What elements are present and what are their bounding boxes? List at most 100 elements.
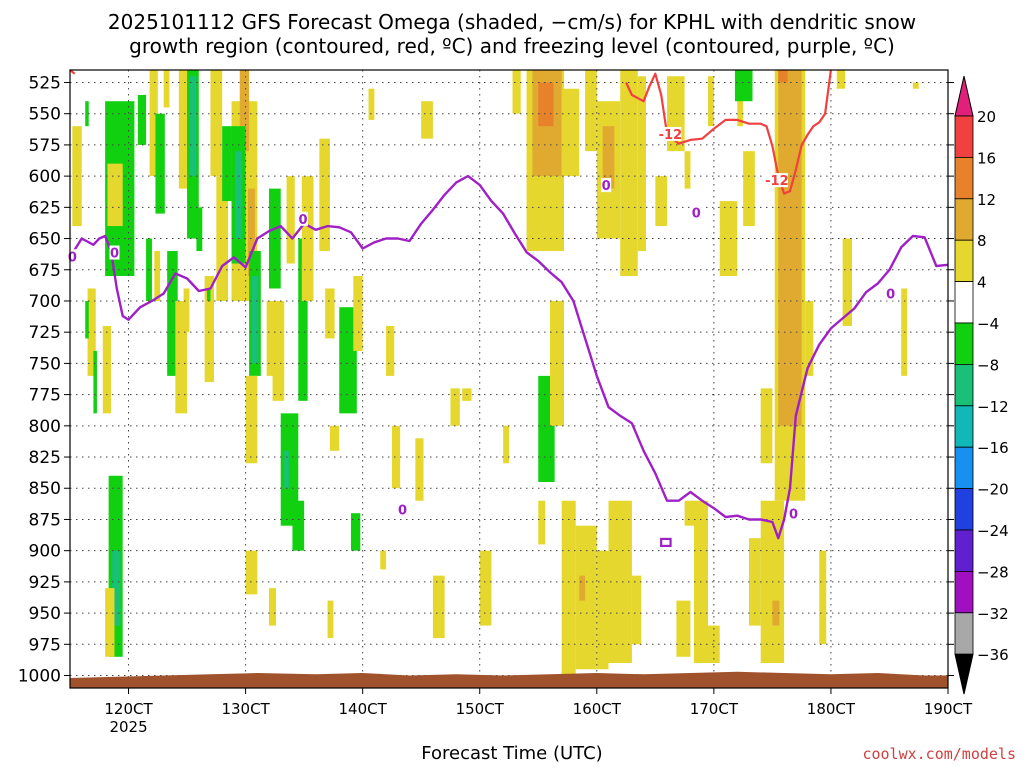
omega-cell: [631, 575, 642, 645]
y-tick-label: 900: [29, 542, 61, 562]
omega-cell: [579, 575, 586, 601]
omega-cell: [339, 307, 357, 414]
colorbar-band: [954, 529, 974, 572]
omega-cell: [149, 70, 158, 177]
omega-cell: [421, 101, 433, 139]
omega-cell: [175, 300, 188, 414]
omega-cell: [912, 82, 919, 89]
colorbar-band: [954, 239, 974, 282]
omega-cell: [778, 70, 788, 83]
colorbar-band: [954, 363, 974, 407]
omega-cell: [216, 176, 229, 301]
omega-cell: [602, 126, 615, 189]
colorbar-label: 16: [977, 149, 996, 167]
omega-cell: [432, 575, 445, 639]
omega-cell: [538, 82, 554, 127]
omega-cell: [655, 176, 668, 227]
y-tick-label: 775: [29, 386, 61, 406]
omega-cell: [154, 251, 161, 301]
omega-cell: [155, 113, 165, 214]
omega-cell: [350, 513, 361, 551]
omega-cell: [561, 88, 580, 177]
colorbar-label: −36: [977, 646, 1009, 664]
omega-cell: [479, 550, 492, 626]
omega-cell: [301, 176, 314, 301]
dgz-contour-line: [625, 69, 832, 195]
omega-cell: [450, 388, 460, 426]
y-tick-label: 950: [29, 604, 61, 624]
omega-cell: [183, 288, 190, 333]
colorbar-label: 12: [977, 191, 996, 209]
site-credit[interactable]: coolwx.com/models: [862, 745, 1016, 763]
colorbar-label: −20: [977, 481, 1009, 499]
y-tick-label: 675: [29, 261, 61, 281]
colorbar-label: 8: [977, 232, 987, 250]
chart-title-line2: growth region (contoured, red, ºC) and f…: [129, 34, 895, 58]
x-tick-label: 160CT: [573, 700, 622, 718]
y-tick-label: 550: [29, 105, 61, 125]
omega-cell: [805, 300, 814, 376]
freezing-label-bg: [691, 205, 702, 220]
colorbar-label: −32: [977, 605, 1009, 623]
y-tick-label: 975: [29, 635, 61, 655]
omega-cell: [85, 300, 89, 339]
omega-cell: [319, 138, 330, 252]
colorbar-label: −28: [977, 563, 1009, 581]
colorbar-band: [954, 322, 974, 365]
omega-cell: [87, 288, 96, 376]
omega-cell: [380, 550, 387, 570]
omega-cell: [325, 288, 335, 339]
colorbar-label: 20: [977, 108, 996, 126]
y-tick-label: 800: [29, 417, 61, 437]
omega-cell: [245, 375, 258, 464]
omega-cell: [112, 550, 121, 626]
dgz-contour-label: -12: [659, 128, 683, 143]
x-tick-label: 150CT: [456, 700, 505, 718]
y-tick-label: 875: [29, 510, 61, 530]
freezing-level-label: 0: [398, 504, 407, 519]
omega-cell: [239, 70, 250, 152]
freezing-label-bg: [109, 245, 120, 260]
dgz-contour-line: [69, 69, 76, 75]
omega-cell: [415, 438, 424, 501]
colorbar-band: [954, 488, 974, 531]
omega-cell: [368, 88, 375, 120]
freezing-level-label: 0: [602, 179, 611, 194]
omega-cell: [684, 500, 694, 526]
plot-frame: [69, 69, 949, 689]
y-tick-label: 650: [29, 230, 61, 250]
omega-cell: [284, 450, 289, 489]
omega-cell: [286, 176, 295, 264]
chart-title-line1: 2025101112 GFS Forecast Omega (shaded, −…: [107, 10, 917, 34]
colorbar-bottom-cap: [954, 653, 974, 695]
y-tick-label: 825: [29, 448, 61, 468]
omega-cell: [836, 70, 845, 89]
colorbar-band: [954, 281, 974, 324]
colorbar-band: [954, 612, 974, 655]
omega-cell: [163, 70, 170, 108]
dgz-contour-label: -12: [765, 174, 789, 189]
omega-cell: [272, 300, 285, 401]
omega-cell: [561, 500, 576, 676]
omega-cell: [327, 600, 334, 639]
omega-cell: [204, 276, 214, 383]
colorbar-label: −4: [977, 315, 999, 333]
x-tick-label: 140CT: [339, 700, 388, 718]
freezing-label-bg: [885, 286, 896, 301]
omega-cell: [93, 350, 97, 414]
freezing-level-label: 0: [886, 288, 895, 303]
freezing-level-label: 0: [110, 247, 119, 262]
omega-cell: [189, 76, 197, 177]
omega-cell: [292, 500, 305, 551]
omega-cell: [105, 588, 115, 657]
freezing-label-bg: [67, 249, 78, 264]
x-tick-label: 120CT: [104, 700, 153, 718]
omega-cell: [196, 207, 203, 252]
omega-cell: [585, 70, 597, 152]
omega-cell: [222, 126, 234, 202]
omega-cell: [247, 188, 255, 276]
omega-cell: [107, 163, 123, 227]
omega-cell: [637, 76, 646, 252]
colorbar-label: −24: [977, 522, 1009, 540]
